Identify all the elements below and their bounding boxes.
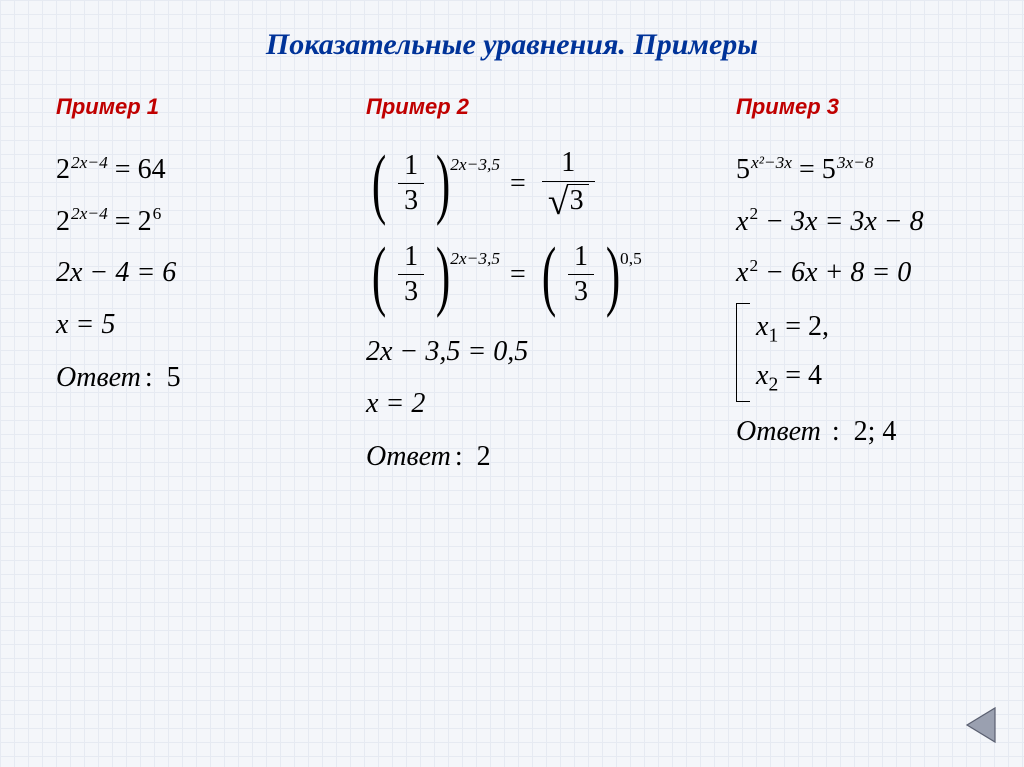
rhs-base: = 2 xyxy=(115,206,152,237)
exponent: x²−3x xyxy=(751,153,792,172)
exponent: 2 xyxy=(749,256,758,275)
case-line: x2 = 4 xyxy=(756,352,829,400)
denominator: 3 xyxy=(398,184,424,219)
page-title: Показательные уравнения. Примеры xyxy=(0,0,1024,94)
text: − 3x = 3x − 8 xyxy=(758,206,924,237)
var: x xyxy=(736,206,748,237)
numerator: 1 xyxy=(568,240,594,275)
text: x = 2 xyxy=(366,388,425,419)
answer-value: 5 xyxy=(167,362,181,393)
text: x = 5 xyxy=(56,309,115,340)
example-2-math: ( 1 3 ) 2x−3,5 = 1 √ xyxy=(366,146,686,481)
exponent: 0,5 xyxy=(620,244,642,274)
eq-line: x = 2 xyxy=(366,380,686,428)
example-1-math: 22x−4 = 64 22x−4 = 26 2x − 4 = 6 x = 5 О… xyxy=(56,146,316,402)
example-2-header: Пример 2 xyxy=(366,94,686,120)
prev-slide-button[interactable] xyxy=(954,697,1010,753)
answer-sep: : xyxy=(145,362,153,393)
exp-text: 2x−4 xyxy=(71,153,108,172)
text: 2x − 4 = 6 xyxy=(56,257,176,288)
fraction: 1 √ 3 xyxy=(542,146,595,222)
exponent: 2x−3,5 xyxy=(450,150,500,180)
rhs-exp: 6 xyxy=(153,204,162,223)
answer-label: Ответ xyxy=(56,362,141,393)
equals: = xyxy=(510,251,526,299)
eq-line: 22x−4 = 26 xyxy=(56,198,316,246)
rhs-base: = 5 xyxy=(799,154,836,185)
eq-line: 22x−4 = 64 xyxy=(56,146,316,194)
base: 2 xyxy=(56,154,70,185)
answer-sep: : xyxy=(825,416,840,447)
exponent: 3x−8 xyxy=(837,153,874,172)
fraction: 1 3 xyxy=(398,149,424,220)
solution-system: x1 = 2, x2 = 4 xyxy=(736,303,1024,402)
eq-line: x = 5 xyxy=(56,301,316,349)
radicand: 3 xyxy=(567,184,589,217)
numerator: 1 xyxy=(398,149,424,184)
answer-line: Ответ: 5 xyxy=(56,354,316,402)
subscript: 1 xyxy=(768,325,778,346)
exponent: 2 xyxy=(749,204,758,223)
exponent: 2x−3,5 xyxy=(450,244,500,274)
eq-line: ( 1 3 ) 2x−3,5 = 1 √ xyxy=(366,146,686,222)
var: x xyxy=(756,311,768,342)
eq-line: 5x²−3x = 53x−8 xyxy=(736,146,1024,194)
var: x xyxy=(736,257,748,288)
exp-text: 2x−4 xyxy=(71,204,108,223)
answer-value: 2; 4 xyxy=(854,416,897,447)
answer-value: 2 xyxy=(477,441,491,472)
eq-line: x2 − 3x = 3x − 8 xyxy=(736,198,1024,246)
exp-text: 3x−8 xyxy=(837,153,874,172)
rhs: = 64 xyxy=(115,154,166,185)
text: 2x − 3,5 = 0,5 xyxy=(366,336,528,367)
base: 2 xyxy=(56,206,70,237)
exponent: 2x−4 xyxy=(71,153,108,172)
answer-label: Ответ xyxy=(366,441,451,472)
examples-row: Пример 1 22x−4 = 64 22x−4 = 26 2x − 4 = … xyxy=(0,94,1024,485)
answer-sep: : xyxy=(455,441,463,472)
right-paren: ) xyxy=(436,242,450,309)
equals: = xyxy=(510,160,526,208)
denominator: √ 3 xyxy=(542,182,595,222)
right-paren: ) xyxy=(606,242,620,309)
arrow-left-icon xyxy=(959,702,1005,748)
value: = 2, xyxy=(778,311,829,342)
left-paren: ( xyxy=(372,150,386,217)
example-3-math: 5x²−3x = 53x−8 x2 − 3x = 3x − 8 x2 − 6x … xyxy=(736,146,1024,456)
eq-line: 2x − 4 = 6 xyxy=(56,249,316,297)
base: 5 xyxy=(736,154,750,185)
eq-line: x2 − 6x + 8 = 0 xyxy=(736,249,1024,297)
case-line: x1 = 2, xyxy=(756,303,829,351)
example-2: Пример 2 ( 1 3 ) 2x−3,5 = 1 xyxy=(366,94,686,485)
eq-line: 2x − 3,5 = 0,5 xyxy=(366,328,686,376)
text: − 6x + 8 = 0 xyxy=(758,257,911,288)
numerator: 1 xyxy=(555,146,581,181)
denominator: 3 xyxy=(398,275,424,310)
radical-sign: √ xyxy=(548,186,569,219)
system-cases: x1 = 2, x2 = 4 xyxy=(756,303,829,402)
answer-line: Ответ: 2 xyxy=(366,433,686,481)
left-paren: ( xyxy=(542,242,556,309)
left-paren: ( xyxy=(372,242,386,309)
var: x xyxy=(756,360,768,391)
right-paren: ) xyxy=(436,150,450,217)
numerator: 1 xyxy=(398,240,424,275)
subscript: 2 xyxy=(768,375,778,396)
exp-text: x²−3x xyxy=(751,153,792,172)
exponent: 2x−4 xyxy=(71,204,108,223)
example-1-header: Пример 1 xyxy=(56,94,316,120)
eq-line: ( 1 3 ) 2x−3,5 = ( 1 3 ) xyxy=(366,240,686,311)
fraction: 1 3 xyxy=(568,240,594,311)
fraction: 1 3 xyxy=(398,240,424,311)
example-3: Пример 3 5x²−3x = 53x−8 x2 − 3x = 3x − 8… xyxy=(736,94,1024,485)
example-1: Пример 1 22x−4 = 64 22x−4 = 26 2x − 4 = … xyxy=(56,94,316,485)
example-3-header: Пример 3 xyxy=(736,94,1024,120)
answer-line: Ответ : 2; 4 xyxy=(736,408,1024,456)
value: = 4 xyxy=(778,360,822,391)
answer-label: Ответ xyxy=(736,416,821,447)
sqrt: √ 3 xyxy=(548,184,589,217)
system-bracket xyxy=(736,303,750,402)
denominator: 3 xyxy=(568,275,594,310)
